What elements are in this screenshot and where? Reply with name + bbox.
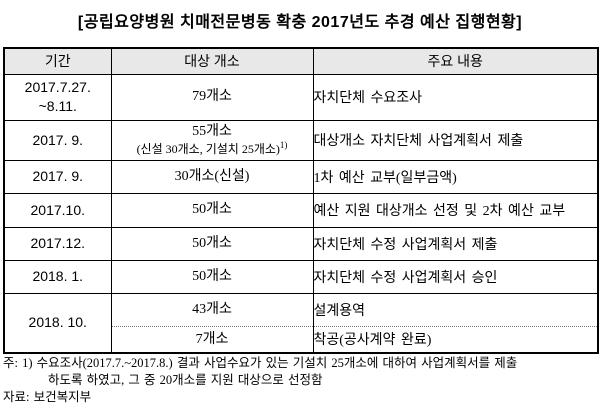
count-detail: (신설 30개소, 기설치 25개소)1) xyxy=(136,139,288,156)
count-cell: 30개소(신설) xyxy=(110,159,314,194)
source-line: 자료: 보건복지부 xyxy=(3,390,92,404)
content-cell: 대상개소 자치단체 사업계획서 제출 xyxy=(312,119,599,161)
count-cell: 55개소 (신설 30개소, 기설치 25개소)1) xyxy=(110,119,314,161)
table-row: 2017. 9. 55개소 (신설 30개소, 기설치 25개소)1) 대상개소… xyxy=(3,119,599,161)
table-header-row: 기간 대상 개소 주요 내용 xyxy=(3,47,599,75)
header-period: 기간 xyxy=(3,47,112,75)
content-cell: 자치단체 수요조사 xyxy=(312,73,599,121)
page-title: [공립요양병원 치매전문병동 확충 2017년도 추경 예산 집행현황] xyxy=(77,14,523,31)
count-cell: 7개소 xyxy=(110,325,314,354)
count-main: 55개소 xyxy=(192,124,232,140)
content-cell: 설계용역 xyxy=(312,292,599,327)
budget-execution-table: 기간 대상 개소 주요 내용 2017.7.27. ~8.11. 79개소 자치… xyxy=(3,47,599,354)
count-cell: 79개소 xyxy=(110,73,314,121)
period-cell: 2017. 9. xyxy=(3,159,112,194)
count-cell: 50개소 xyxy=(110,226,314,261)
period-cell: 2018. 1. xyxy=(3,259,112,294)
footnote-line2: 하도록 하였고, 그 중 20개소를 지원 대상으로 선정함 xyxy=(48,373,323,387)
table-row: 2017.10. 50개소 예산 지원 대상개소 선정 및 2차 예산 교부 xyxy=(3,192,599,228)
content-cell: 자치단체 수정 사업계획서 제출 xyxy=(312,226,599,261)
period-cell: 2017. 9. xyxy=(3,119,112,161)
content-cell: 착공(공사계약 완료) xyxy=(312,325,599,354)
content-cell: 자치단체 수정 사업계획서 승인 xyxy=(312,259,599,294)
table-row: 7개소 착공(공사계약 완료) xyxy=(4,325,599,354)
count-cell: 50개소 xyxy=(110,259,314,294)
header-content: 주요 내용 xyxy=(312,47,599,75)
content-cell: 1차 예산 교부(일부금액) xyxy=(312,159,599,194)
table-row: 2017. 9. 30개소(신설) 1차 예산 교부(일부금액) xyxy=(3,159,599,194)
count-cell: 43개소 xyxy=(110,292,314,327)
period-cell: 2017.7.27. ~8.11. xyxy=(3,73,112,121)
period-cell: 2017.10. xyxy=(3,192,112,228)
period-cell: 2017.12. xyxy=(3,226,112,261)
content-cell: 예산 지원 대상개소 선정 및 2차 예산 교부 xyxy=(312,192,599,228)
table-row: 2017.7.27. ~8.11. 79개소 자치단체 수요조사 xyxy=(3,73,599,121)
period-line2: ~8.11. xyxy=(38,98,77,114)
footnotes: 주: 1) 수요조사(2017.7.~2017.8.) 결과 사업수요가 있는 … xyxy=(3,355,597,406)
table-row: 2017.12. 50개소 자치단체 수정 사업계획서 제출 xyxy=(3,226,599,261)
count-cell: 50개소 xyxy=(110,192,314,228)
table-row: 2018. 1. 50개소 자치단체 수정 사업계획서 승인 xyxy=(3,259,599,294)
header-count: 대상 개소 xyxy=(110,47,314,75)
footnote-line1: 주: 1) 수요조사(2017.7.~2017.8.) 결과 사업수요가 있는 … xyxy=(3,356,518,370)
period-line1: 2017.7.27. xyxy=(24,79,91,96)
period-cell: 2018. 10. xyxy=(3,292,112,354)
footnote-ref: 1) xyxy=(279,139,288,150)
table-row: 2018. 10. 43개소 설계용역 xyxy=(3,292,599,354)
